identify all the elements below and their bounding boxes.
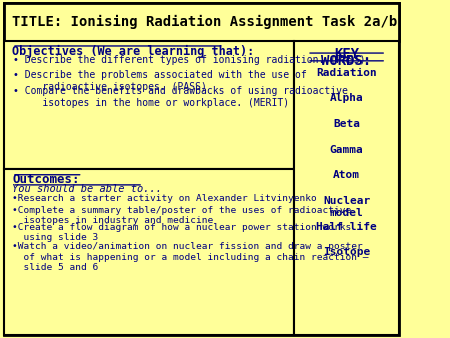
Text: Isotope: Isotope	[323, 247, 370, 258]
Text: WORDS:: WORDS:	[321, 54, 372, 68]
Text: •Research a starter activity on Alexander Litvinyenko: •Research a starter activity on Alexande…	[12, 194, 317, 203]
Text: Outcomes:: Outcomes:	[12, 173, 80, 186]
Text: •Create a flow diagram of how a nuclear power station works
  using slide 3: •Create a flow diagram of how a nuclear …	[12, 223, 351, 242]
Text: •Watch a video/animation on nuclear fission and draw a poster
  of what is happe: •Watch a video/animation on nuclear fiss…	[12, 242, 369, 272]
Text: • Describe the problems associated with the use of
     radioactive isotopes. (P: • Describe the problems associated with …	[14, 70, 307, 92]
Text: Half life: Half life	[316, 222, 377, 232]
Bar	[4, 41, 294, 169]
Text: Nuclear
model: Nuclear model	[323, 196, 370, 218]
Text: Radiation: Radiation	[316, 68, 377, 78]
Text: You should be able to...: You should be able to...	[12, 184, 162, 194]
Text: • Describe the different types of ionising radiation. (PASS): • Describe the different types of ionisi…	[14, 55, 366, 65]
Text: • Compare the benefits and drawbacks of using radioactive
     isotopes in the h: • Compare the benefits and drawbacks of …	[14, 86, 348, 108]
Text: Alpha: Alpha	[330, 93, 364, 103]
Bar	[4, 3, 399, 41]
Text: Gamma: Gamma	[330, 145, 364, 155]
Bar	[4, 169, 294, 335]
Bar	[294, 41, 399, 335]
Text: TITLE: Ionising Radiation Assignment Task 2a/b: TITLE: Ionising Radiation Assignment Tas…	[12, 15, 397, 29]
Text: Beta: Beta	[333, 119, 360, 129]
Text: •Complete a summary table/poster of the uses of radioactive
  isotopes in indust: •Complete a summary table/poster of the …	[12, 206, 351, 225]
Text: Atom: Atom	[333, 170, 360, 180]
Text: Objectives (We are learning that):: Objectives (We are learning that):	[12, 45, 254, 58]
Text: KEY: KEY	[334, 47, 359, 61]
